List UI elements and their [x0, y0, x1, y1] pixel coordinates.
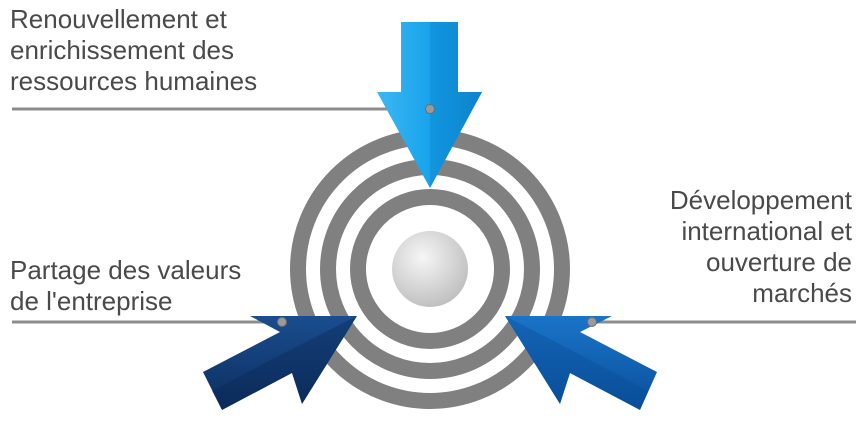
label-right-line: Développement — [669, 185, 852, 215]
label-left: Partage des valeurs de l'entreprise — [10, 255, 241, 317]
target-center — [392, 231, 468, 307]
connector-dot-top — [425, 104, 435, 114]
label-left-line: de l'entreprise — [10, 286, 173, 316]
label-right-line: ouverture de — [706, 247, 852, 277]
label-right: Développement international et ouverture… — [670, 185, 852, 309]
arrow-right-icon — [203, 316, 357, 410]
connector-lines — [12, 107, 856, 324]
ring-inner — [350, 189, 510, 349]
connector-dot-right — [587, 317, 597, 327]
connector-dot-left — [277, 317, 287, 327]
arrow-right-shade — [505, 316, 648, 410]
arrow-top-shade — [430, 22, 482, 188]
label-top-line: Renouvellement et — [10, 4, 227, 34]
label-left-line: Partage des valeurs — [10, 255, 242, 285]
label-top-line: enrichissement des — [10, 35, 234, 65]
arrow-right-body — [505, 316, 657, 410]
arrow-left-body — [203, 316, 357, 410]
arrow-left-shade — [212, 316, 357, 410]
connector-dots — [277, 104, 597, 327]
label-right-line: international et — [681, 216, 852, 246]
arrow-left-icon — [505, 316, 657, 410]
label-top-line: ressources humaines — [10, 66, 258, 96]
label-right-line: marchés — [752, 278, 852, 308]
label-top: Renouvellement et enrichissement des res… — [10, 4, 257, 97]
